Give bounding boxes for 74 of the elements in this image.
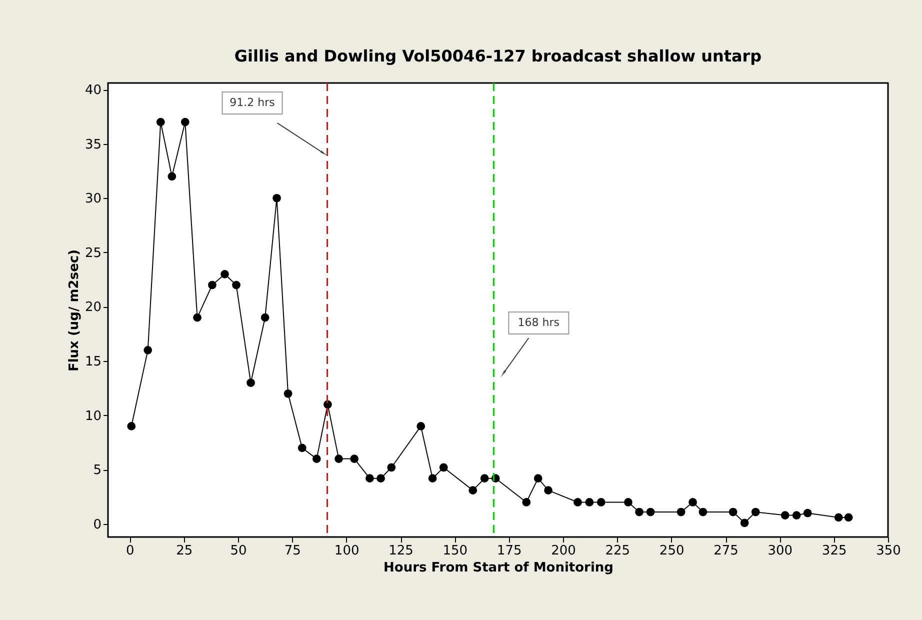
x-tick-label: 50 [230, 544, 247, 558]
point [284, 389, 292, 398]
x-tick-label: 275 [714, 544, 738, 558]
x-tick-label: 100 [334, 544, 360, 558]
x-tick-label: 350 [876, 544, 901, 558]
ref-line-label: 168 hrs [518, 316, 560, 329]
x-tick-label: 75 [284, 544, 301, 558]
y-axis-title: Flux (ug/ m2sec) [66, 249, 82, 372]
point [180, 118, 190, 126]
chart-title: Gillis and Dowling Vol50046-127 broadcast shallow untarp [234, 46, 762, 66]
x-tick-label: 175 [496, 544, 522, 558]
point [312, 454, 321, 463]
y-tick-label: 10 [84, 408, 102, 424]
point [480, 474, 489, 483]
y-tick-label: 40 [84, 83, 102, 98]
point [272, 194, 281, 202]
ref-line-label: 91.2 hrs [230, 96, 276, 109]
y-tick-label: 5 [93, 463, 102, 478]
x-tick-label: 250 [659, 544, 684, 558]
point [780, 511, 790, 520]
y-tick-label: 0 [93, 517, 102, 532]
point [585, 498, 594, 506]
point [698, 508, 708, 516]
point [350, 454, 359, 463]
x-tick-label: 0 [126, 544, 134, 558]
point [635, 508, 644, 516]
point [416, 422, 426, 430]
point [522, 498, 531, 506]
point [208, 280, 216, 290]
point [792, 511, 801, 520]
point [803, 508, 812, 518]
y-tick-label: 35 [84, 137, 102, 152]
point [220, 270, 229, 278]
point [468, 486, 478, 494]
y-tick-label: 25 [84, 246, 102, 261]
x-tick-label: 225 [605, 544, 630, 558]
point [624, 498, 632, 506]
point [387, 463, 396, 472]
x-tick-label: 25 [176, 544, 193, 558]
point [168, 172, 176, 181]
point [834, 513, 843, 522]
point [574, 498, 582, 506]
point [439, 463, 448, 472]
point [246, 378, 255, 387]
x-tick-label: 300 [768, 544, 793, 558]
point [366, 474, 374, 483]
point [688, 498, 697, 506]
y-tick-label: 20 [84, 300, 102, 316]
point [544, 486, 552, 494]
point [334, 454, 343, 463]
point [596, 498, 606, 506]
point [298, 444, 306, 452]
point [127, 422, 136, 430]
point [428, 474, 437, 483]
point [646, 508, 655, 516]
point [376, 474, 385, 483]
point [751, 508, 760, 516]
x-tick-label: 325 [822, 544, 847, 558]
point [844, 513, 853, 522]
point [232, 280, 240, 290]
x-tick-label: 125 [388, 544, 414, 558]
point [728, 508, 738, 516]
x-axis-title: Hours From Start of Monitoring [384, 560, 614, 576]
point [144, 346, 152, 354]
y-tick-label: 15 [84, 354, 102, 370]
point [156, 118, 165, 126]
point [740, 518, 749, 528]
y-tick-label: 30 [84, 192, 102, 207]
point [260, 313, 270, 322]
point [676, 508, 686, 516]
point [534, 474, 542, 483]
x-tick-label: 200 [551, 544, 576, 558]
x-tick-label: 150 [442, 544, 468, 558]
point [193, 313, 202, 322]
